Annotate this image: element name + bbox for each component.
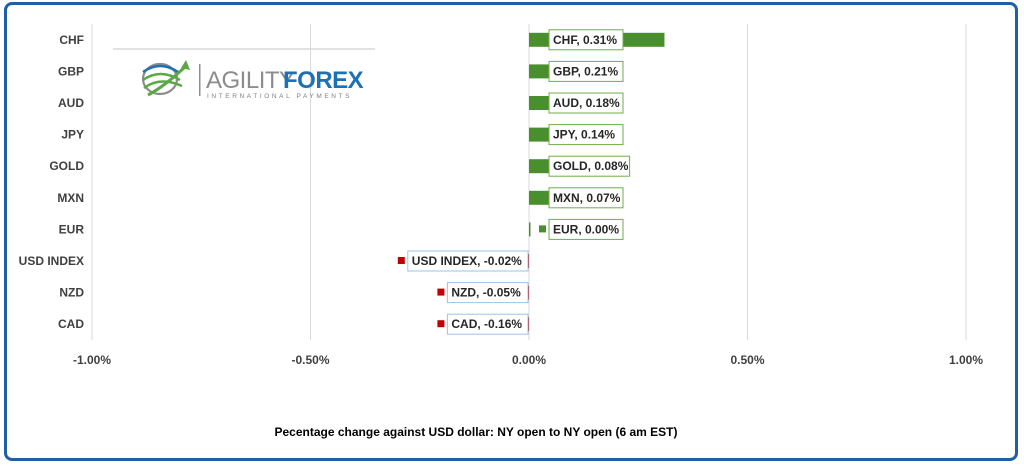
x-tick-label: -1.00% (73, 353, 111, 367)
bar (529, 222, 531, 237)
category-label: NZD (59, 286, 84, 300)
category-labels: CHF GBP AUD JPY GOLD MXN EUR USD INDEX NZD CAD (19, 33, 85, 331)
data-label: CAD, -0.16% (451, 317, 522, 331)
data-label: AUD, 0.18% (553, 96, 620, 110)
category-label: USD INDEX (19, 254, 84, 268)
legend-key (539, 35, 546, 43)
data-label: USD INDEX, -0.02% (412, 254, 522, 268)
data-label-box (548, 29, 624, 51)
data-label-box (407, 250, 529, 272)
legend-key (539, 162, 546, 170)
data-label-box (548, 92, 624, 114)
data-label-box (548, 187, 624, 209)
legend-key (539, 99, 546, 106)
data-label: JPY, 0.14% (553, 128, 615, 142)
data-label-box (548, 60, 624, 82)
legend-key (539, 225, 546, 233)
agility-forex-logo: AGILITY FOREX INTERNATIONAL PAYMENTS (113, 48, 375, 100)
logo-subtitle: INTERNATIONAL PAYMENTS (207, 93, 352, 100)
category-label: CAD (58, 317, 84, 331)
chart-caption: Pecentage change against USD dollar: NY … (275, 425, 678, 439)
logo-word-forex: FOREX (283, 67, 364, 94)
category-label: MXN (57, 191, 84, 205)
category-label: CHF (59, 33, 84, 47)
category-label: JPY (61, 128, 84, 142)
data-label-box (548, 124, 624, 146)
x-tick-label: 0.00% (512, 353, 546, 367)
data-label-box (446, 282, 529, 304)
category-label: GOLD (49, 159, 84, 173)
legend-key (539, 193, 546, 201)
logo-word-agility: AGILITY (206, 67, 295, 94)
legend-key (437, 320, 445, 328)
x-tick-label: 0.50% (730, 353, 764, 367)
data-labels: CHF, 0.31% GBP, 0.21% AUD, 0.18% JPY, 0.14%… (397, 29, 631, 335)
globe-icon (141, 60, 190, 97)
data-label: MXN, 0.07% (553, 191, 621, 205)
legend-key (397, 257, 405, 264)
legend-key (539, 130, 546, 138)
category-label: AUD (58, 96, 84, 110)
data-label: NZD, -0.05% (451, 286, 521, 300)
data-label: EUR, 0.00% (553, 222, 619, 236)
category-label: EUR (59, 222, 85, 236)
data-label: GOLD, 0.08% (553, 159, 629, 173)
data-label-box (548, 155, 631, 177)
data-label-box (446, 313, 529, 335)
x-tick-label: 1.00% (949, 353, 983, 367)
data-label-box (548, 218, 624, 240)
data-label: GBP, 0.21% (553, 64, 618, 78)
category-label: GBP (58, 64, 84, 78)
x-tick-label: -0.50% (291, 353, 329, 367)
legend-key (539, 67, 546, 75)
data-label: CHF, 0.31% (553, 33, 617, 47)
legend-key (437, 288, 445, 296)
x-tick-labels: -1.00% -0.50% 0.00% 0.50% 1.00% (73, 353, 983, 367)
